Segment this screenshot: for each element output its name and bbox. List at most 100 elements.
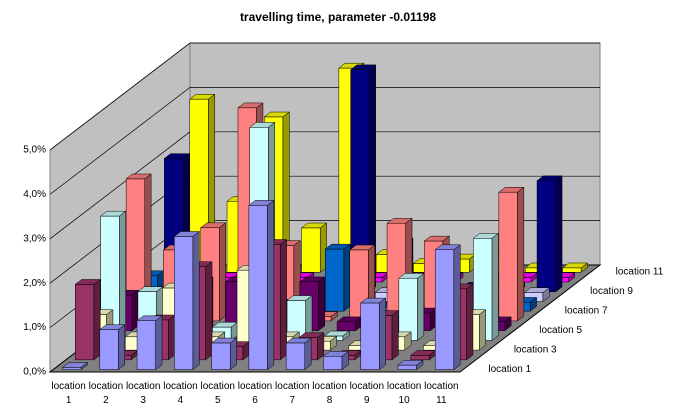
bar-side — [93, 278, 101, 361]
bar-side — [219, 222, 226, 322]
bar-front — [498, 191, 518, 322]
bar-side — [279, 239, 287, 361]
bar-front — [410, 355, 430, 361]
bar-front — [336, 321, 356, 331]
bar — [99, 210, 127, 341]
x-tick-label: location 9 — [349, 381, 385, 406]
bar — [300, 222, 328, 273]
bar — [99, 324, 126, 371]
depth-label: location 3 — [514, 344, 557, 355]
bar-side — [417, 272, 425, 341]
bar-front — [62, 367, 82, 370]
bar — [409, 350, 437, 361]
bar-side — [404, 331, 412, 351]
y-tick-label: 0,0% — [23, 367, 46, 378]
bar-side — [304, 337, 312, 371]
bar-side — [504, 316, 512, 332]
bar — [173, 230, 201, 371]
bar-front — [248, 205, 268, 370]
bar-side — [229, 337, 237, 371]
x-tick-label: location 6 — [237, 381, 273, 406]
bar-front — [398, 277, 418, 341]
bar-side — [119, 210, 126, 341]
bar-front — [324, 248, 345, 312]
bar — [336, 316, 363, 332]
depth-label: location 11 — [616, 267, 664, 278]
bar-front — [434, 249, 455, 370]
y-tick-label: 3,0% — [23, 233, 46, 244]
bar-side — [453, 244, 461, 371]
x-tick-label: location 5 — [200, 381, 235, 406]
bar — [285, 337, 312, 371]
bar — [359, 297, 387, 371]
bar-side — [555, 175, 563, 293]
bar — [210, 337, 238, 371]
bar-side — [330, 311, 338, 322]
grid-line — [49, 131, 191, 240]
bar-side — [205, 261, 213, 361]
bar — [74, 278, 101, 361]
bar — [286, 295, 313, 341]
bar — [125, 173, 152, 322]
x-tick-label: location 1 — [51, 381, 86, 406]
bar-front — [536, 180, 556, 292]
bar-side — [341, 350, 349, 371]
bar — [136, 315, 163, 371]
bar — [248, 199, 275, 371]
bar-front — [99, 329, 119, 370]
x-tick-label: location 10 — [386, 381, 422, 406]
depth-label: location 1 — [488, 364, 531, 375]
x-tick-label: location 11 — [424, 381, 459, 406]
bar-front — [211, 342, 231, 370]
bar-side — [267, 199, 275, 371]
bar-side — [317, 332, 325, 361]
bar — [536, 175, 563, 293]
bar-side — [369, 64, 376, 293]
y-tick-label: 4,0% — [23, 189, 46, 200]
bar — [434, 244, 461, 371]
bar-side — [568, 272, 576, 283]
bar-side — [118, 324, 126, 371]
bar-side — [379, 297, 386, 371]
bar-front — [360, 302, 380, 370]
x-tick-label: location 8 — [312, 381, 347, 406]
bar — [523, 287, 551, 302]
depth-label: location 7 — [565, 305, 608, 316]
bar-side — [491, 232, 499, 341]
bar-side — [580, 262, 588, 273]
bar — [349, 64, 377, 293]
bar-front — [301, 227, 321, 273]
x-tick-label: location 2 — [88, 381, 124, 406]
bar-side — [391, 310, 399, 361]
grid-line — [49, 42, 191, 151]
bar-side — [542, 287, 550, 302]
bar-side — [517, 186, 525, 322]
bar — [324, 243, 351, 312]
bar — [322, 350, 350, 371]
bar — [61, 361, 89, 371]
bar-side — [479, 309, 486, 351]
bar-side — [329, 335, 337, 351]
chart-title: travelling time, parameter -0.01198 — [240, 10, 436, 24]
bar — [561, 262, 589, 273]
depth-label: location 9 — [590, 286, 633, 297]
bar-side — [155, 315, 163, 371]
bar-side — [80, 361, 88, 371]
bar-front — [74, 284, 95, 361]
bar-front — [397, 364, 417, 370]
y-tick-label: 5,0% — [23, 145, 46, 156]
bar-side — [192, 230, 200, 371]
bar-side — [529, 296, 537, 312]
bar-side — [342, 330, 350, 341]
bar-front — [174, 236, 194, 370]
bar-side — [318, 276, 326, 332]
bar-side — [416, 359, 424, 371]
y-tick-label: 2,0% — [23, 278, 46, 289]
depth-label: location 5 — [539, 325, 582, 336]
bar-front — [562, 267, 582, 273]
bar-side — [168, 314, 176, 361]
grid-line — [49, 87, 191, 195]
bar — [398, 272, 425, 341]
x-tick-label: location 3 — [125, 381, 161, 406]
